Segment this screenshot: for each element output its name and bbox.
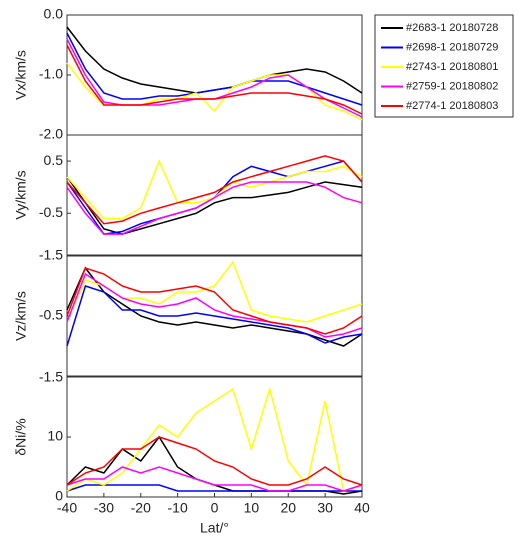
y-tick-label: -0.5 — [39, 307, 63, 323]
y-tick-label: 0.5 — [44, 152, 64, 168]
series-line — [66, 181, 363, 235]
annotation: -1.5 — [39, 369, 63, 385]
series-line — [66, 267, 363, 335]
y-tick-label: 0 — [55, 488, 63, 504]
legend-label: #2759-1 20180802 — [406, 80, 498, 92]
x-tick-label: 20 — [280, 500, 296, 516]
series-line — [66, 266, 363, 347]
y-axis-label: Vz/km/s — [13, 291, 29, 341]
series-line — [66, 436, 363, 486]
y-tick-label: 10 — [47, 428, 63, 444]
legend-label: #2774-1 20180803 — [406, 100, 498, 112]
x-tick-label: -20 — [131, 500, 151, 516]
legend-label: #2683-1 20180728 — [406, 22, 498, 34]
y-tick-label: -1.5 — [39, 247, 63, 263]
series-line — [66, 466, 363, 492]
x-tick-label: 30 — [317, 500, 333, 516]
x-tick-label: -30 — [94, 500, 114, 516]
x-tick-label: 0 — [211, 500, 219, 516]
x-tick-label: -40 — [57, 500, 77, 516]
y-tick-label: -1.0 — [39, 66, 63, 82]
series-line — [66, 484, 362, 492]
y-axis-label: Vy/km/s — [13, 170, 29, 219]
series-line — [66, 32, 363, 106]
x-axis-label: Lat/° — [200, 520, 229, 536]
x-tick-label: -10 — [168, 500, 188, 516]
series-line — [66, 272, 363, 338]
y-tick-label: -2.0 — [39, 126, 63, 142]
series-line — [66, 285, 363, 347]
panel-frame — [66, 14, 363, 136]
series-line — [66, 44, 363, 115]
y-axis-label: Vx/km/s — [13, 50, 29, 100]
x-tick-label: 40 — [354, 500, 370, 516]
x-tick-label: 10 — [244, 500, 260, 516]
legend-label: #2698-1 20180729 — [406, 41, 498, 53]
y-tick-label: -0.5 — [39, 204, 63, 220]
legend-label: #2743-1 20180801 — [406, 61, 498, 73]
series-line — [66, 155, 363, 225]
panel-frame — [66, 134, 363, 256]
y-tick-label: 0.0 — [44, 6, 64, 22]
y-axis-label: δNi/% — [13, 418, 29, 455]
series-line — [66, 386, 363, 492]
